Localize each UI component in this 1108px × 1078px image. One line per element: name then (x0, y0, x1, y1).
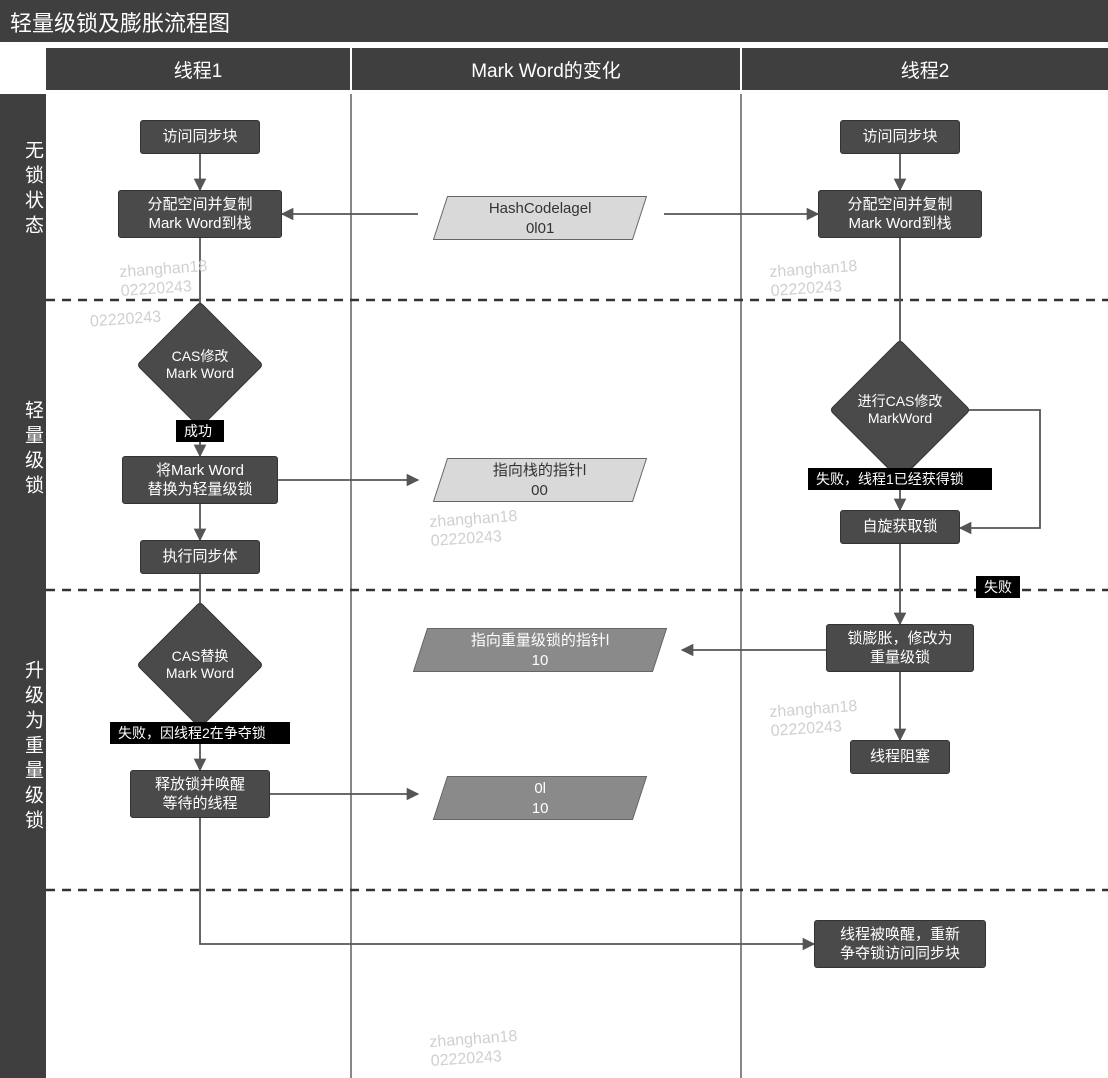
node-t1_replace: 将Mark Word替换为轻量级锁 (122, 456, 278, 504)
node-tag_fail2: 失败，线程1已经获得锁 (808, 468, 992, 490)
row-label-upgrade: 升级为重量级锁 (0, 660, 46, 835)
watermark: zhanghan1802220243 (429, 1027, 520, 1071)
node-t2_wake: 线程被唤醒，重新争夺锁访问同步块 (814, 920, 986, 968)
node-t2_cas: 进行CAS修改 MarkWord (850, 360, 950, 460)
node-t1_exec: 执行同步体 (140, 540, 260, 574)
sidebar (0, 94, 46, 1078)
col-header-thread1: 线程1 (46, 48, 350, 90)
col-header-thread2: 线程2 (742, 48, 1108, 90)
col-divider-1 (350, 94, 352, 1078)
node-para2: 指向栈的指针l00 (433, 458, 647, 502)
node-t1_access: 访问同步块 (140, 120, 260, 154)
node-t1_cas: CAS修改 Mark Word (155, 320, 245, 410)
node-t2_access: 访问同步块 (840, 120, 960, 154)
col-header-markword: Mark Word的变化 (352, 48, 740, 90)
col-divider-2 (740, 94, 742, 1078)
row-label-lightweight: 轻量级锁 (0, 400, 46, 500)
node-tag_success: 成功 (176, 420, 224, 442)
flowchart-root: 轻量级锁及膨胀流程图 线程1 Mark Word的变化 线程2 无锁状态 轻量级… (0, 0, 1108, 1078)
node-tag_fail1: 失败，因线程2在争夺锁 (110, 722, 290, 744)
watermark: zhanghan1802220243 (769, 697, 860, 741)
node-t2_alloc: 分配空间并复制Mark Word到栈 (818, 190, 982, 238)
watermark: zhanghan1802220243 (429, 507, 520, 551)
node-tag_fail3: 失败 (976, 576, 1020, 598)
node-t1_alloc: 分配空间并复制Mark Word到栈 (118, 190, 282, 238)
node-t2_inflate: 锁膨胀，修改为重量级锁 (826, 624, 974, 672)
node-para1: HashCodelagel0l01 (433, 196, 647, 240)
node-para3: 指向重量级锁的指针l10 (413, 628, 667, 672)
node-t1_release: 释放锁并唤醒等待的线程 (130, 770, 270, 818)
node-t2_block: 线程阻塞 (850, 740, 950, 774)
node-t2_spin: 自旋获取锁 (840, 510, 960, 544)
watermark: zhanghan1802220243 (119, 257, 210, 301)
node-t1_casrep: CAS替换 Mark Word (155, 620, 245, 710)
diagram-title: 轻量级锁及膨胀流程图 (0, 0, 1108, 42)
watermark: 02220243 (89, 308, 161, 332)
node-para4: 0l10 (433, 776, 647, 820)
watermark: zhanghan1802220243 (769, 257, 860, 301)
row-label-unlocked: 无锁状态 (0, 140, 46, 240)
